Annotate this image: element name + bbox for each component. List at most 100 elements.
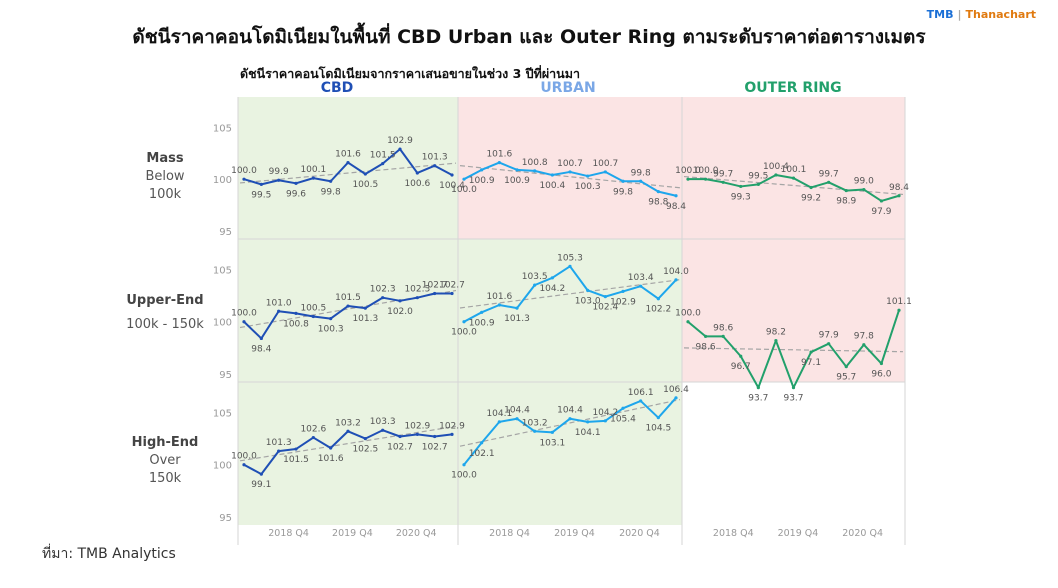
data-point [242,320,246,324]
y-tick-label: 100 [213,318,232,329]
brand-logo: TMB | Thanachart [926,8,1036,21]
data-point [586,174,590,178]
data-point [639,399,643,403]
row-label-mass: Mass Below 100k [110,150,220,204]
data-label: 100.0 [675,309,701,319]
data-label: 100.0 [231,452,257,462]
panel-background [238,239,458,382]
trend-line [239,162,457,184]
panel-background [238,382,458,525]
data-point [415,432,419,437]
x-tick-label: 2020 Q4 [396,528,437,539]
data-label: 101.6 [335,150,361,160]
data-point [656,190,660,194]
data-label: 101.6 [486,292,512,302]
data-point [294,181,298,185]
data-point [259,472,263,476]
data-point [259,336,263,341]
data-label: 101.5 [370,151,396,161]
data-point [497,303,501,307]
data-label: 99.1 [251,480,271,490]
y-tick-label: 105 [213,265,232,276]
data-point [862,343,866,347]
data-point [686,177,690,181]
data-point [550,276,554,280]
data-point [294,311,298,315]
data-point [381,162,385,166]
column-header-urban: URBAN [540,80,596,96]
data-label: 101.5 [335,293,361,303]
x-tick-label: 2018 Q4 [268,528,309,539]
y-tick-label: 105 [213,408,232,419]
data-point [480,168,484,172]
data-label: 102.7 [422,281,448,291]
data-point [277,178,281,182]
row-label-title: Upper-End [126,293,204,308]
data-point [515,306,519,310]
data-point [550,173,554,177]
data-label: 97.9 [871,207,891,217]
x-tick-label: 2020 Q4 [619,528,660,539]
data-label: 100.8 [283,319,309,329]
data-label: 102.2 [645,305,671,315]
data-label: 100.0 [451,471,477,481]
trend-line [459,165,681,189]
data-point [398,434,402,439]
data-label: 102.1 [469,449,495,459]
data-point [450,173,454,177]
row-label-sub: 150k [148,471,182,486]
data-label: 100.8 [522,158,548,168]
data-label: 104.1 [575,428,601,438]
data-label: 100.0 [451,185,477,195]
data-label: 103.4 [628,273,654,283]
data-point [897,194,901,198]
data-point [311,176,315,180]
data-label: 100.5 [300,304,326,314]
data-point [586,420,590,424]
data-label: 101.5 [283,455,309,465]
data-point [533,283,537,287]
data-point [480,310,484,314]
data-label: 100.0 [675,166,701,176]
data-point [242,177,246,181]
row-label-title: High-End [131,435,199,450]
data-point [450,432,454,437]
data-point [791,176,796,180]
data-label: 101.0 [266,298,292,308]
row-label-sub: 100k - 150k [126,317,204,332]
data-label: 93.7 [748,394,768,404]
panel-background [458,97,682,239]
data-point [462,463,466,467]
data-point [568,417,572,421]
data-label: 101.3 [266,438,292,448]
data-label: 98.6 [696,342,716,352]
data-label: 104.2 [539,284,565,294]
panel-background [682,97,905,239]
data-point [844,365,848,369]
trend-line [239,289,457,329]
data-point [311,314,315,319]
data-point [686,320,690,324]
data-label: 103.3 [370,417,396,427]
panel-background [238,97,458,239]
y-tick-label: 95 [219,513,232,524]
data-point [433,164,437,168]
data-label: 99.2 [801,193,821,203]
data-label: 100.6 [404,179,430,189]
data-point [739,184,743,189]
data-label: 101.6 [318,454,344,464]
data-label: 100.9 [504,176,530,186]
data-label: 98.8 [648,198,668,208]
data-label: 102.9 [439,421,465,431]
data-point [462,320,466,324]
data-label: 102.7 [387,443,413,453]
data-label: 99.6 [286,189,306,199]
data-label: 100.9 [469,318,495,328]
data-label: 97.9 [819,331,839,341]
data-point [586,288,590,292]
data-point [462,177,466,181]
data-label: 101.3 [422,153,448,163]
data-point [433,434,437,439]
data-label: 105.3 [557,253,583,263]
data-label: 97.8 [854,332,874,342]
